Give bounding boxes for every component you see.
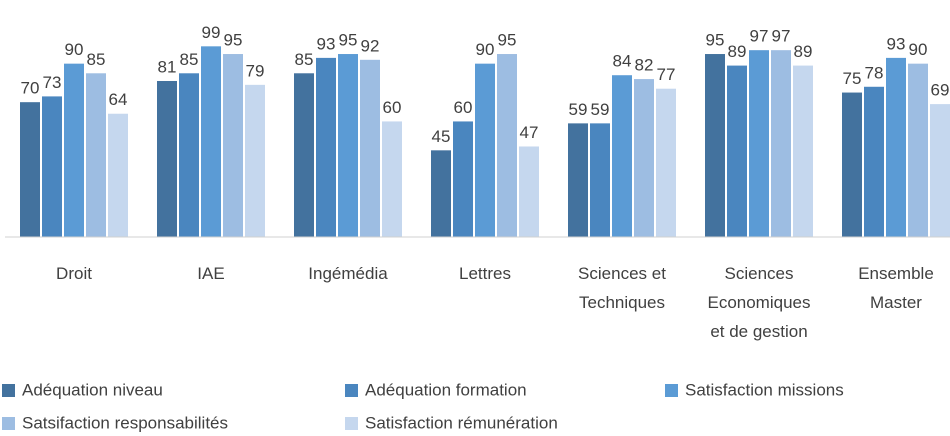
data-label: 78 xyxy=(865,63,884,82)
x-tick-label: Ingémédia xyxy=(308,264,388,283)
data-label: 95 xyxy=(339,31,358,50)
data-label: 82 xyxy=(635,56,654,75)
data-label: 90 xyxy=(476,40,495,59)
data-label: 95 xyxy=(224,31,243,50)
legend-swatch xyxy=(345,384,358,397)
bar xyxy=(727,65,747,237)
data-label: 60 xyxy=(383,98,402,117)
data-label: 81 xyxy=(158,57,177,76)
legend-label: Satsifaction responsabilités xyxy=(22,413,228,432)
bar xyxy=(179,73,199,237)
data-label: 79 xyxy=(246,61,265,80)
data-label: 93 xyxy=(317,34,336,53)
bar xyxy=(86,73,106,237)
bar xyxy=(656,88,676,237)
bar xyxy=(20,102,40,238)
bar xyxy=(294,73,314,237)
bar xyxy=(382,121,402,237)
data-label: 93 xyxy=(887,34,906,53)
legend-label: Adéquation formation xyxy=(365,380,527,399)
bar xyxy=(634,79,654,238)
data-label: 84 xyxy=(613,52,632,71)
bar xyxy=(201,46,221,237)
bar xyxy=(612,75,632,237)
legend-swatch xyxy=(2,417,15,430)
bar xyxy=(453,121,473,237)
bar xyxy=(590,123,610,237)
bar xyxy=(360,59,380,237)
x-tick-label: Ensemble Master xyxy=(858,264,934,312)
data-label: 90 xyxy=(65,40,84,59)
bar xyxy=(519,146,539,237)
bar xyxy=(886,57,906,237)
bar xyxy=(42,96,62,237)
data-label: 89 xyxy=(794,42,813,61)
legend-swatch xyxy=(665,384,678,397)
bar xyxy=(108,113,128,237)
data-label: 75 xyxy=(843,69,862,88)
data-label: 99 xyxy=(202,23,221,42)
data-label: 73 xyxy=(43,73,62,92)
bar xyxy=(316,57,336,237)
bar xyxy=(908,63,928,237)
bar xyxy=(749,50,769,237)
data-label: 64 xyxy=(109,90,128,109)
data-label: 59 xyxy=(569,100,588,119)
bar xyxy=(431,150,451,237)
legend-label: Satisfaction missions xyxy=(685,380,844,399)
data-label: 59 xyxy=(591,100,610,119)
legend-swatch xyxy=(2,384,15,397)
bar xyxy=(771,50,791,237)
bar xyxy=(568,123,588,237)
data-label: 92 xyxy=(361,36,380,55)
bar xyxy=(338,54,358,237)
bar xyxy=(930,104,950,237)
data-label: 85 xyxy=(87,50,106,69)
data-label: 97 xyxy=(750,27,769,46)
data-label: 85 xyxy=(295,50,314,69)
data-label: 95 xyxy=(706,31,725,50)
data-label: 90 xyxy=(909,40,928,59)
bar xyxy=(497,54,517,237)
x-tick-label: Sciences et Techniques xyxy=(578,264,666,312)
data-label: 69 xyxy=(931,81,950,100)
bar xyxy=(157,80,177,237)
bar xyxy=(793,65,813,237)
bar xyxy=(705,54,725,237)
data-label: 95 xyxy=(498,31,517,50)
data-label: 45 xyxy=(432,127,451,146)
bar xyxy=(64,63,84,237)
bar xyxy=(475,63,495,237)
legend-label: Satisfaction rémunération xyxy=(365,413,558,432)
x-tick-label: IAE xyxy=(197,264,225,283)
x-tick-label: Sciences Economiques et de gestion xyxy=(707,264,811,341)
bar xyxy=(245,84,265,237)
data-label: 77 xyxy=(657,65,676,84)
bar xyxy=(223,54,243,237)
data-label: 70 xyxy=(21,79,40,98)
data-label: 85 xyxy=(180,50,199,69)
x-tick-label: Lettres xyxy=(459,264,511,283)
legend-swatch xyxy=(345,417,358,430)
data-label: 89 xyxy=(728,42,747,61)
data-label: 60 xyxy=(454,98,473,117)
bar xyxy=(842,92,862,237)
data-label: 97 xyxy=(772,27,791,46)
data-label: 47 xyxy=(520,123,539,142)
legend-label: Adéquation niveau xyxy=(22,380,163,399)
bar xyxy=(864,86,884,237)
x-tick-label: Droit xyxy=(56,264,92,283)
